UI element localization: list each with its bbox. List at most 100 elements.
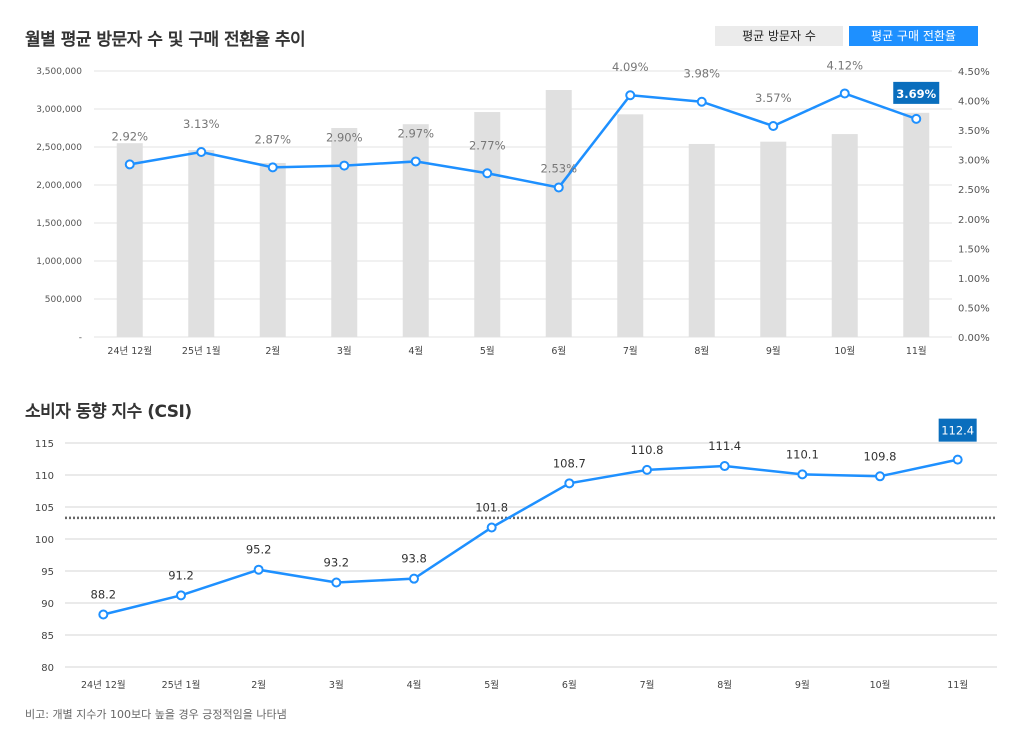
right-axis-tick: 3.50% bbox=[958, 126, 990, 137]
line-point bbox=[696, 96, 707, 107]
data-label: 112.4 bbox=[941, 424, 974, 438]
x-axis-tick: 24년 12월 bbox=[81, 679, 126, 691]
bar bbox=[688, 143, 715, 337]
x-axis-tick: 2월 bbox=[251, 679, 266, 691]
line-point bbox=[339, 160, 350, 171]
right-axis-tick: 1.00% bbox=[958, 274, 990, 285]
data-label: 110.8 bbox=[631, 443, 664, 457]
x-axis-tick: 5월 bbox=[480, 345, 495, 357]
bar bbox=[188, 150, 215, 337]
x-axis-tick: 7월 bbox=[623, 345, 638, 357]
x-axis-tick: 10월 bbox=[870, 679, 891, 691]
bar bbox=[402, 124, 429, 337]
right-axis-tick: 0.00% bbox=[958, 333, 990, 344]
x-axis-tick: 5월 bbox=[484, 679, 499, 691]
y-axis-tick: 115 bbox=[35, 439, 54, 450]
line-point bbox=[176, 590, 186, 601]
line-point bbox=[253, 564, 264, 575]
x-axis-tick: 11월 bbox=[906, 345, 927, 357]
line-point bbox=[564, 478, 575, 489]
x-axis-tick: 4월 bbox=[407, 679, 422, 691]
bar bbox=[831, 134, 858, 337]
x-axis-tick: 24년 12월 bbox=[107, 345, 152, 357]
data-label: 110.1 bbox=[786, 447, 819, 461]
y-axis-tick: 110 bbox=[35, 471, 54, 482]
line-point bbox=[952, 454, 963, 465]
data-label: 101.8 bbox=[475, 500, 508, 514]
data-label: 3.98% bbox=[683, 67, 720, 81]
data-label: 2.53% bbox=[540, 161, 577, 175]
x-axis-tick: 4월 bbox=[408, 345, 423, 357]
y-axis-tick: 85 bbox=[41, 631, 54, 642]
bar bbox=[545, 90, 572, 337]
data-label: 111.4 bbox=[708, 439, 741, 453]
data-label: 108.7 bbox=[553, 456, 586, 470]
x-axis-tick: 6월 bbox=[562, 679, 577, 691]
bar bbox=[760, 141, 787, 337]
conversion-line bbox=[129, 92, 917, 189]
data-label: 93.8 bbox=[401, 552, 427, 566]
right-axis-tick: 1.50% bbox=[958, 244, 990, 255]
y-axis-tick: 105 bbox=[35, 503, 54, 514]
bar bbox=[474, 112, 501, 337]
data-label: 2.90% bbox=[326, 131, 363, 145]
data-label: 2.87% bbox=[254, 132, 291, 146]
line-point bbox=[486, 522, 497, 533]
right-axis-tick: 2.00% bbox=[958, 215, 990, 226]
bar bbox=[331, 128, 358, 337]
left-axis-tick: 3,000,000 bbox=[36, 105, 82, 115]
chart1-title: 월별 평균 방문자 수 및 구매 전환율 추이 bbox=[25, 30, 306, 50]
right-axis-tick: 4.00% bbox=[958, 97, 990, 108]
x-axis-tick: 7월 bbox=[640, 679, 655, 691]
left-axis-tick: 1,000,000 bbox=[36, 257, 82, 267]
line-point bbox=[768, 120, 779, 131]
legend-visitors[interactable]: 평균 방문자 수 bbox=[715, 26, 843, 46]
x-axis-tick: 10월 bbox=[834, 345, 855, 357]
line-point bbox=[719, 461, 730, 472]
data-label: 2.92% bbox=[111, 129, 148, 143]
line-point bbox=[410, 156, 421, 167]
x-axis-tick: 6월 bbox=[551, 345, 566, 357]
x-axis-tick: 11월 bbox=[947, 679, 968, 691]
line-point bbox=[482, 168, 493, 179]
bar bbox=[903, 112, 930, 337]
x-axis-tick: 25년 1월 bbox=[182, 345, 221, 357]
data-label: 2.77% bbox=[469, 138, 506, 152]
highlight-label-box bbox=[938, 418, 977, 442]
y-axis-tick: 90 bbox=[41, 599, 54, 610]
x-axis-tick: 3월 bbox=[329, 679, 344, 691]
x-axis-tick: 2월 bbox=[265, 345, 280, 357]
data-label: 2.97% bbox=[397, 126, 434, 140]
left-axis-tick: 3,500,000 bbox=[36, 67, 82, 77]
chart2-note: 비고: 개별 지수가 100보다 높을 경우 긍정적임을 나타냄 bbox=[25, 708, 287, 721]
csi-line bbox=[103, 458, 958, 616]
x-axis-tick: 8월 bbox=[694, 345, 709, 357]
data-label: 109.8 bbox=[864, 449, 897, 463]
x-axis-tick: 25년 1월 bbox=[162, 679, 201, 691]
left-axis-tick: 2,500,000 bbox=[36, 143, 82, 153]
y-axis-tick: 100 bbox=[35, 535, 54, 546]
line-point bbox=[267, 162, 278, 173]
left-axis-tick: 1,500,000 bbox=[36, 219, 82, 229]
y-axis-tick: 95 bbox=[41, 567, 54, 578]
line-point bbox=[875, 471, 885, 482]
x-axis-tick: 9월 bbox=[766, 345, 781, 357]
legend-conversion[interactable]: 평균 구매 전환율 bbox=[849, 26, 978, 46]
right-axis-tick: 3.00% bbox=[958, 156, 990, 167]
right-axis-tick: 4.50% bbox=[958, 67, 990, 78]
left-axis-tick: 2,000,000 bbox=[36, 181, 82, 191]
data-label: 4.09% bbox=[612, 60, 649, 74]
chart2-title: 소비자 동향 지수 (CSI) bbox=[25, 402, 192, 422]
y-axis-tick: 80 bbox=[41, 663, 54, 674]
data-label: 3.13% bbox=[183, 117, 220, 131]
left-axis-tick: - bbox=[79, 333, 82, 343]
data-label: 3.57% bbox=[755, 91, 792, 105]
left-axis-tick: 500,000 bbox=[45, 295, 82, 305]
data-label: 88.2 bbox=[91, 588, 117, 602]
right-axis-tick: 2.50% bbox=[958, 185, 990, 196]
bar bbox=[116, 143, 143, 337]
x-axis-tick: 9월 bbox=[795, 679, 810, 691]
highlight-label-box bbox=[893, 81, 940, 104]
